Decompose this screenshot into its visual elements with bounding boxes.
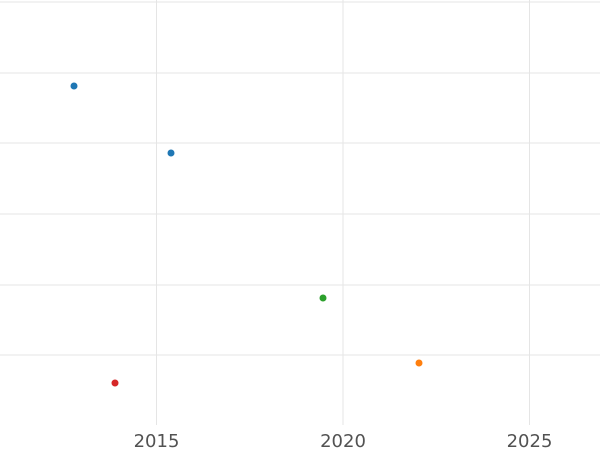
- data-point-blue: [70, 82, 78, 90]
- data-point-orange: [415, 359, 423, 367]
- data-point-blue: [167, 149, 175, 157]
- x-tick-label: 2025: [507, 431, 553, 450]
- x-tick-label: 2020: [320, 431, 366, 450]
- data-point-green: [319, 294, 327, 302]
- data-point-red: [111, 379, 119, 387]
- x-tick-label: 2015: [134, 431, 180, 450]
